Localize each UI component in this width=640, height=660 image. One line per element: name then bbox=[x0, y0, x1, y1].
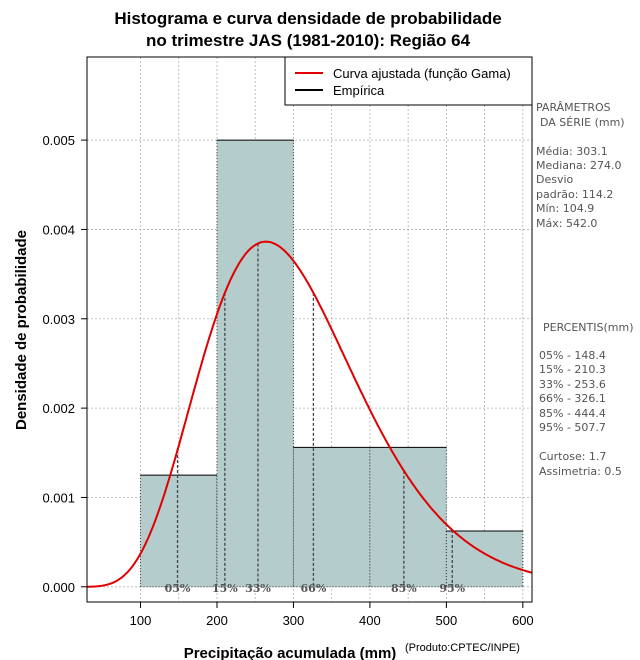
param-min: Mín: 104.9 bbox=[536, 202, 594, 215]
y-tick-label: 0.000 bbox=[42, 580, 75, 595]
chart-title-line2: no trimestre JAS (1981-2010): Região 64 bbox=[146, 31, 471, 50]
percentile-label-66: 66% bbox=[301, 582, 327, 595]
x-tick-label: 200 bbox=[206, 613, 228, 628]
product-credit: (Produto:CPTEC/INPE) bbox=[405, 642, 520, 654]
x-tick-label: 600 bbox=[512, 613, 534, 628]
legend: Curva ajustada (função Gama) Empírica bbox=[284, 56, 533, 106]
percentil-33: 33% - 253.6 bbox=[539, 378, 606, 391]
percentiles-panel: PERCENTIS(mm) 05% - 148.4 15% - 210.3 33… bbox=[539, 321, 634, 478]
y-tick-label: 0.003 bbox=[42, 312, 75, 327]
gamma-fit-curve bbox=[87, 240, 533, 588]
percentile-label-85: 85% bbox=[391, 582, 417, 595]
x-tick-label: 300 bbox=[283, 613, 305, 628]
percentile-labels: 05% 15% 33% 66% 85% 95% bbox=[165, 582, 466, 595]
percentile-label-33: 33% bbox=[245, 582, 271, 595]
x-tick-label: 100 bbox=[130, 613, 152, 628]
percentil-05: 05% - 148.4 bbox=[539, 349, 606, 362]
percentile-label-05: 05% bbox=[165, 582, 191, 595]
param-mediana: Mediana: 274.0 bbox=[536, 159, 621, 172]
x-tick-label: 400 bbox=[359, 613, 381, 628]
param-padrao: padrão: 114.2 bbox=[536, 188, 613, 201]
y-tick-label: 0.005 bbox=[42, 133, 75, 148]
y-tick-label: 0.001 bbox=[42, 490, 75, 505]
percentil-85: 85% - 444.4 bbox=[539, 407, 606, 420]
legend-box bbox=[284, 56, 533, 106]
chart-title-line1: Histograma e curva densidade de probabil… bbox=[114, 9, 501, 28]
series-parameters-panel: PARÂMETROS DA SÉRIE (mm) Média: 303.1 Me… bbox=[536, 101, 625, 230]
assimetria: Assimetria: 0.5 bbox=[539, 465, 622, 478]
y-tick-label: 0.002 bbox=[42, 401, 75, 416]
curtose: Curtose: 1.7 bbox=[539, 450, 606, 463]
histogram-bar-4 bbox=[369, 447, 447, 587]
percentile-label-95: 95% bbox=[439, 582, 465, 595]
percentile-lines bbox=[176, 243, 453, 587]
x-axis: 100 200 300 400 500 600 bbox=[130, 602, 534, 628]
legend-label-fit: Curva ajustada (função Gama) bbox=[333, 66, 511, 81]
percentile-label-15: 15% bbox=[212, 582, 238, 595]
histogram-bar-1 bbox=[140, 475, 217, 587]
y-axis: 0.000 0.001 0.002 0.003 0.004 0.005 bbox=[42, 133, 87, 595]
param-max: Máx: 542.0 bbox=[536, 217, 597, 230]
x-axis-title: Precipitação acumulada (mm) bbox=[184, 645, 397, 660]
params-title-2: DA SÉRIE (mm) bbox=[540, 116, 625, 129]
params-title-1: PARÂMETROS bbox=[536, 101, 611, 114]
param-media: Média: 303.1 bbox=[536, 145, 608, 158]
y-axis-title: Densidade de probabilidade bbox=[13, 230, 30, 430]
percentil-66: 66% - 326.1 bbox=[539, 392, 606, 405]
x-tick-label: 500 bbox=[436, 613, 458, 628]
percentil-15: 15% - 210.3 bbox=[539, 363, 606, 376]
y-tick-label: 0.004 bbox=[42, 222, 75, 237]
histogram-bar-2 bbox=[216, 140, 294, 587]
percentis-title: PERCENTIS(mm) bbox=[543, 321, 634, 334]
histogram-bars bbox=[140, 139, 524, 588]
histogram-bar-3 bbox=[293, 447, 370, 587]
legend-label-empirical: Empírica bbox=[333, 83, 385, 98]
histogram-bar-5 bbox=[446, 530, 523, 587]
param-desvio: Desvio bbox=[536, 173, 574, 186]
percentil-95: 95% - 507.7 bbox=[539, 421, 606, 434]
